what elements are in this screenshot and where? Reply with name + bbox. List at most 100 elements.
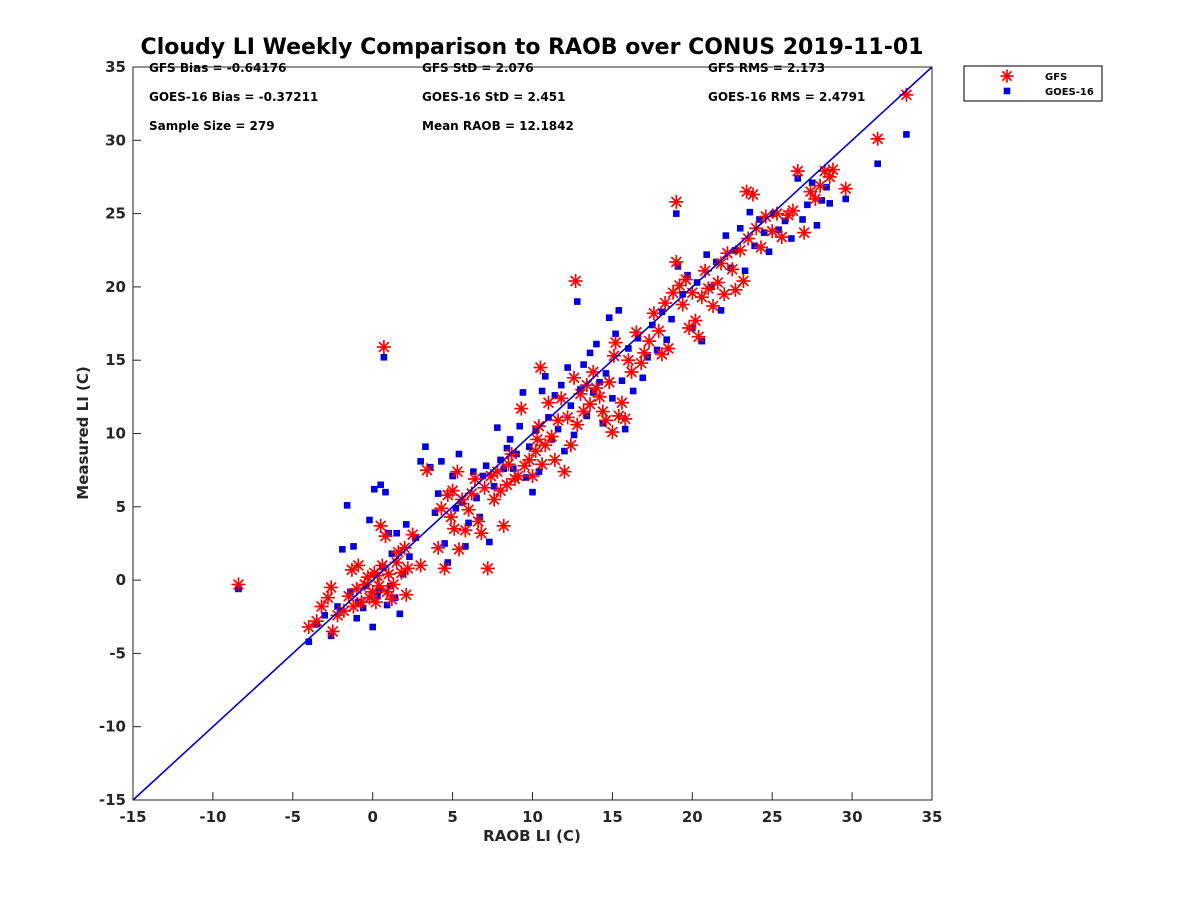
gfs-point — [324, 580, 339, 595]
goes16-point — [452, 504, 460, 512]
goes16-point — [823, 183, 830, 191]
goes16-point — [486, 538, 493, 546]
goes16-point — [765, 248, 773, 256]
gfs-point — [231, 577, 246, 592]
goes16-point — [541, 373, 549, 380]
gfs-point — [480, 561, 495, 576]
goes16-point — [422, 443, 429, 450]
stat-text: GOES-16 RMS = 2.4791 — [708, 90, 865, 104]
gfs-point — [314, 599, 329, 614]
series-gfs — [231, 87, 914, 639]
gfs-point — [754, 240, 769, 255]
goes16-point — [490, 482, 498, 490]
gfs-point — [624, 364, 639, 379]
gfs-point — [477, 480, 492, 495]
gfs-point — [741, 231, 756, 246]
goes16-point — [799, 216, 806, 223]
y-tick-label: 10 — [105, 425, 126, 443]
ticks-layer: -15 -10 -5 0 5 10 15 20 25 30 35 -15 -10 -5 0 5 10 15 20 25… — [99, 58, 943, 826]
gfs-point — [725, 262, 740, 277]
y-tick-label: -10 — [99, 718, 126, 736]
goes16-point — [545, 414, 552, 421]
gfs-point — [501, 457, 516, 472]
gfs-point — [384, 592, 399, 607]
gfs-point — [400, 561, 415, 576]
gfs-point — [554, 391, 569, 406]
y-tick-label: -15 — [99, 791, 126, 809]
goes16-point — [516, 422, 524, 430]
goes16-point — [625, 345, 632, 352]
gfs-point — [547, 452, 562, 467]
goes16-point — [327, 632, 335, 640]
goes16-point — [874, 160, 881, 168]
gfs-point — [557, 464, 572, 479]
gfs-point — [514, 401, 529, 416]
goes16-point — [462, 543, 469, 550]
goes16-point — [746, 208, 754, 216]
gfs-point — [434, 501, 449, 516]
gfs-point — [405, 527, 420, 542]
goes16-point — [538, 387, 546, 395]
goes16-point — [826, 200, 834, 207]
goes16-point — [813, 222, 821, 229]
goes16-point — [605, 314, 613, 321]
gfs-point — [386, 577, 401, 592]
goes16-point — [580, 361, 587, 368]
x-tick-label: -15 — [119, 808, 146, 826]
y-tick-label: 0 — [116, 571, 126, 589]
goes16-point — [396, 610, 404, 618]
gfs-point — [437, 561, 452, 576]
goes16-point — [370, 485, 378, 493]
gfs-point — [368, 595, 383, 610]
goes16-point — [634, 334, 642, 342]
goes16-point — [503, 444, 511, 452]
goes16-point — [708, 283, 715, 291]
gfs-point — [739, 184, 754, 199]
goes16-point — [760, 229, 768, 236]
goes16-point — [842, 195, 850, 203]
goes16-point — [482, 462, 490, 470]
x-tick-label: 10 — [522, 808, 543, 826]
points-layer — [231, 87, 914, 645]
goes16-point — [350, 543, 357, 550]
goes16-point — [583, 412, 591, 420]
goes16-point — [497, 456, 504, 464]
gfs-point — [605, 425, 620, 440]
goes16-point — [431, 509, 439, 516]
gfs-point — [413, 558, 428, 573]
goes16-point — [551, 392, 559, 399]
goes16-point — [479, 472, 487, 480]
goes16-point — [602, 370, 610, 377]
y-tick-label: 35 — [105, 58, 126, 76]
goes16-point — [658, 308, 666, 316]
goes16-point — [377, 481, 384, 489]
gfs-point — [661, 341, 676, 356]
x-tick-label: 0 — [367, 808, 377, 826]
stats-panel: GFS Bias = -0.64176 GFS StD = 2.076 GFS RM… — [149, 61, 865, 133]
gfs-point — [420, 463, 435, 478]
gfs-point — [785, 203, 800, 218]
goes16-point — [343, 502, 351, 509]
gfs-point — [728, 282, 743, 297]
gfs-point — [538, 438, 553, 453]
goes16-point — [703, 251, 710, 258]
goes16-point — [615, 307, 623, 314]
gfs-point — [531, 419, 546, 434]
x-tick-label: -5 — [284, 808, 301, 826]
gfs-point — [790, 164, 805, 179]
gfs-point — [608, 335, 623, 350]
gfs-point — [583, 397, 598, 412]
gfs-point — [669, 254, 684, 269]
gfs-point — [675, 297, 690, 312]
goes16-point — [444, 559, 452, 566]
goes16-point — [441, 540, 448, 547]
gfs-point — [803, 184, 818, 199]
x-tick-label: 20 — [682, 808, 703, 826]
gfs-point — [592, 389, 607, 404]
goes16-point — [366, 516, 373, 524]
gfs-point — [669, 194, 684, 209]
gfs-point — [714, 256, 729, 271]
goes16-point — [321, 611, 329, 619]
gfs-point — [621, 353, 636, 368]
goes16-point — [621, 425, 629, 433]
